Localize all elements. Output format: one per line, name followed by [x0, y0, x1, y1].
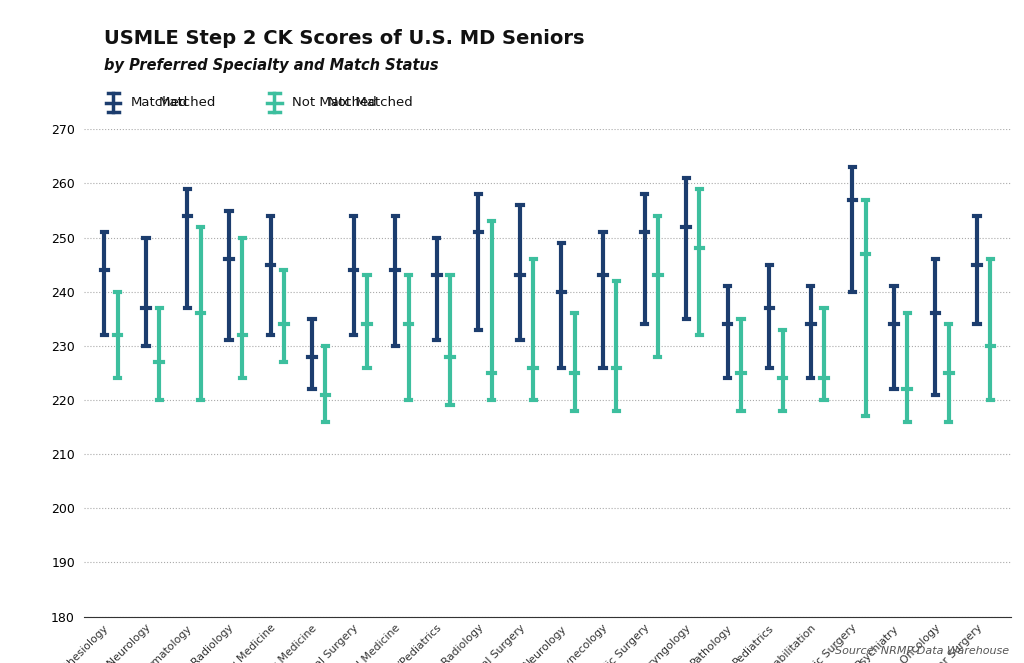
Text: Not Matched: Not Matched — [328, 96, 413, 109]
Text: Matched: Matched — [159, 96, 216, 109]
Text: by Preferred Specialty and Match Status: by Preferred Specialty and Match Status — [104, 58, 439, 74]
Text: Source: NRMP Data Warehouse: Source: NRMP Data Warehouse — [835, 646, 1009, 656]
Text: USMLE Step 2 CK Scores of U.S. MD Seniors: USMLE Step 2 CK Scores of U.S. MD Senior… — [104, 29, 585, 48]
Text: Matched: Matched — [131, 96, 188, 109]
Text: 7: 7 — [44, 73, 57, 91]
Text: Chart: Chart — [31, 42, 71, 56]
Text: Not Matched: Not Matched — [293, 96, 377, 109]
